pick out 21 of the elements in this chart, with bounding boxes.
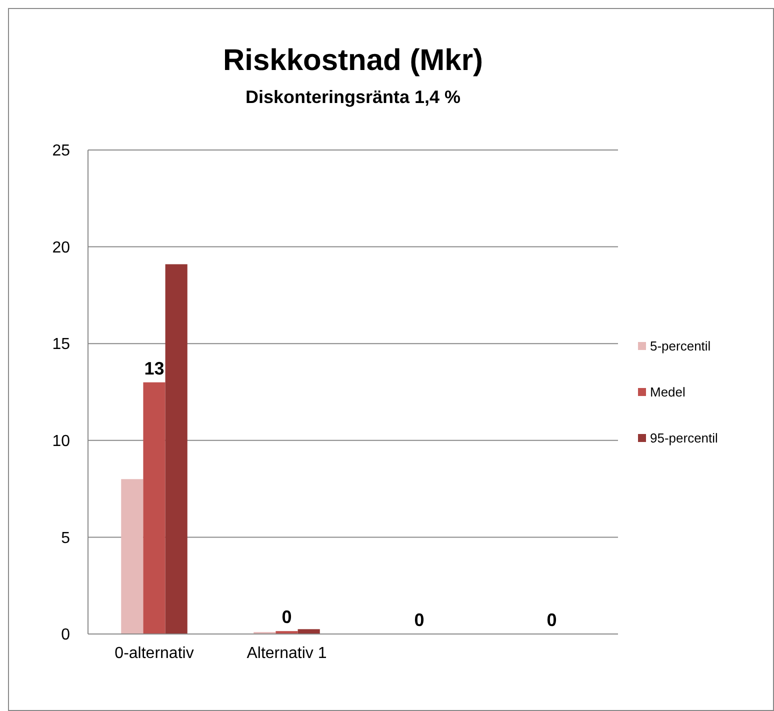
data-label: 0 bbox=[414, 610, 424, 630]
x-tick-label: Alternativ 1 bbox=[246, 645, 327, 662]
data-label: 0 bbox=[546, 610, 557, 630]
legend-label: Medel bbox=[650, 384, 686, 400]
legend-label: 5-percentil bbox=[650, 338, 711, 354]
y-tick-label: 20 bbox=[52, 239, 70, 256]
x-tick-label: 0-alternativ bbox=[114, 645, 194, 662]
y-tick-label: 5 bbox=[61, 530, 70, 547]
y-tick-label: 15 bbox=[52, 336, 70, 354]
y-tick-label: 25 bbox=[52, 142, 70, 160]
bar bbox=[143, 382, 166, 634]
legend-label: 95-percentil bbox=[650, 430, 718, 446]
chart-subtitle: Diskonteringsränta 1,4 % bbox=[245, 87, 461, 107]
bar bbox=[298, 629, 320, 634]
bar bbox=[121, 479, 144, 634]
bar bbox=[165, 264, 188, 634]
y-tick-label: 0 bbox=[61, 626, 70, 644]
y-tick-label: 10 bbox=[52, 433, 70, 450]
data-label: 13 bbox=[144, 358, 164, 378]
chart-title: Riskkostnad (Mkr) bbox=[222, 44, 484, 77]
data-label: 0 bbox=[282, 607, 292, 628]
